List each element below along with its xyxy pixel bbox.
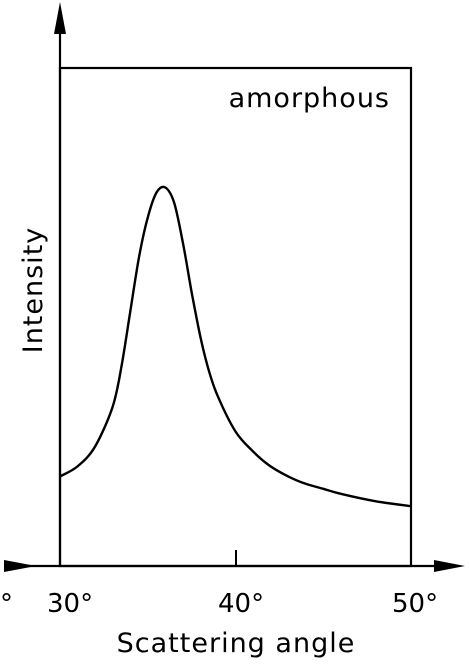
x-tick-label-left-partial: ° <box>0 589 13 619</box>
plot-frame <box>58 66 413 568</box>
y-axis-label: Intensity <box>18 227 49 354</box>
series-line-intensity <box>59 185 412 508</box>
y-axis-arrow-icon <box>54 2 66 34</box>
x-tick-label-30: 30° <box>47 589 93 619</box>
x-axis-arrow-icon <box>434 560 465 572</box>
x-tick-label-40: 40° <box>218 589 264 619</box>
annotation-amorphous: amorphous <box>229 83 390 114</box>
x-axis-label: Scattering angle <box>117 628 356 659</box>
x-tick-label-50: 50° <box>392 589 438 619</box>
left-arrow-icon <box>4 560 36 572</box>
